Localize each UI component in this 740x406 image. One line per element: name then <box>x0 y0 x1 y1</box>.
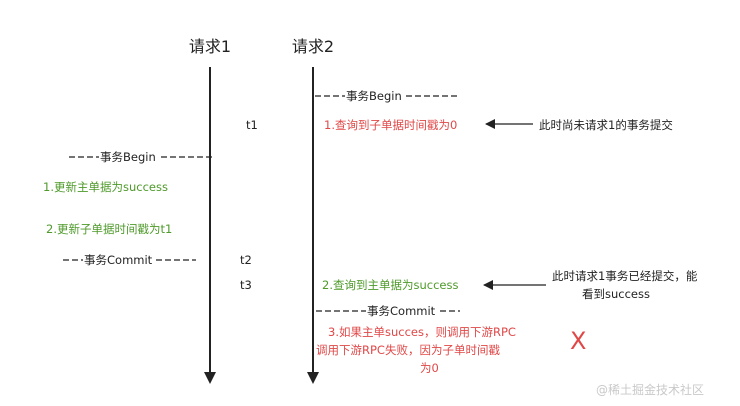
note2-text-line1: 此时请求1事务已经提交，能 <box>552 269 698 283</box>
watermark: @稀土掘金技术社区 <box>596 382 704 397</box>
req2-step2-label: 2.查询到主单据为success <box>322 278 458 292</box>
failure-x-mark: X <box>570 327 586 355</box>
req2-step1-label: 1.查询到子单据时间戳为0 <box>324 118 457 132</box>
request-1-header: 请求1 <box>189 37 231 56</box>
note1-text: 此时尚未请求1的事务提交 <box>539 118 673 132</box>
time-t3: t3 <box>240 278 252 292</box>
req2-begin-label: 事务Begin <box>346 89 402 103</box>
request-2-header: 请求2 <box>292 37 334 56</box>
req1-begin-label: 事务Begin <box>100 150 156 164</box>
req1-step2-label: 2.更新子单据时间戳为t1 <box>46 222 172 236</box>
req1-commit-label: 事务Commit <box>84 253 153 267</box>
req2-step3-line3: 为0 <box>420 361 439 375</box>
request-1-arrowhead <box>204 372 216 384</box>
req2-commit-label: 事务Commit <box>367 304 436 318</box>
time-t1: t1 <box>246 118 258 132</box>
req2-step3-line2: 调用下游RPC失败，因为子单时间戳 <box>316 343 500 357</box>
time-t2: t2 <box>240 253 252 267</box>
request-2-arrowhead <box>307 372 319 384</box>
req1-step1-label: 1.更新主单据为success <box>43 180 168 194</box>
note2-text-line2: 看到success <box>582 287 650 301</box>
req2-step3-line1: 3.如果主单succes，则调用下游RPC <box>328 325 516 339</box>
